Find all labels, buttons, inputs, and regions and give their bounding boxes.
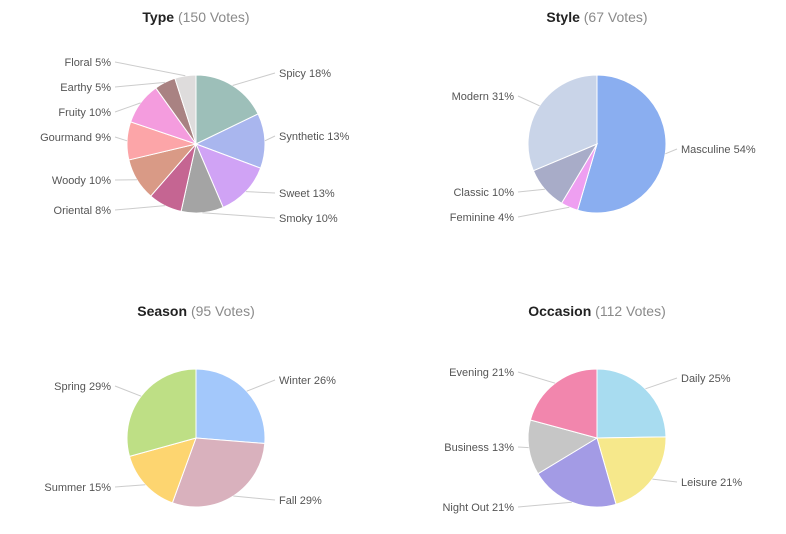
- slice-label-gourmand: Gourmand 9%: [40, 132, 111, 144]
- season-title: Season: [137, 303, 188, 319]
- season-votes: (95 Votes): [190, 303, 255, 319]
- leader-line-masculine: [665, 148, 678, 155]
- slice-label-modern: Modern 31%: [452, 91, 515, 103]
- slice-label-masculine: Masculine 54%: [681, 144, 756, 156]
- slice-label-business: Business 13%: [444, 442, 514, 454]
- leader-line-daily: [645, 377, 678, 390]
- leader-line-fruity: [114, 102, 141, 113]
- style-votes: (67 Votes): [583, 9, 648, 25]
- leader-line-floral: [114, 61, 186, 77]
- slice-label-leisure: Leisure 21%: [681, 477, 742, 489]
- leader-line-leisure: [652, 478, 678, 483]
- leader-line-earthy: [114, 81, 166, 88]
- pie-slice-fall[interactable]: [171, 437, 266, 508]
- slice-label-classic: Classic 10%: [453, 187, 514, 199]
- slice-label-oriental: Oriental 8%: [54, 205, 112, 217]
- slice-label-synthetic: Synthetic 13%: [279, 131, 350, 143]
- slice-label-summer: Summer 15%: [44, 482, 111, 494]
- leader-line-summer: [114, 484, 146, 488]
- slice-label-fall: Fall 29%: [279, 495, 322, 507]
- type-title: Type: [142, 9, 175, 25]
- slice-label-woody: Woody 10%: [52, 175, 111, 187]
- occasion-votes: (112 Votes): [595, 303, 666, 319]
- leader-line-gourmand: [114, 136, 128, 142]
- leader-line-winter: [246, 379, 276, 392]
- slice-label-winter: Winter 26%: [279, 375, 336, 387]
- slice-label-sweet: Sweet 13%: [279, 188, 335, 200]
- type-votes: (150 Votes): [177, 9, 250, 25]
- slice-label-feminine: Feminine 4%: [450, 212, 514, 224]
- slice-label-earthy: Earthy 5%: [60, 82, 111, 94]
- slice-label-daily: Daily 25%: [681, 373, 731, 385]
- slice-label-fruity: Fruity 10%: [58, 107, 111, 119]
- pie-slice-winter[interactable]: [195, 368, 266, 445]
- style-title: Style: [546, 9, 580, 25]
- leader-line-night-out: [517, 501, 572, 508]
- occasion-title: Occasion: [528, 303, 592, 319]
- slice-label-spring: Spring 29%: [54, 381, 111, 393]
- pie-slice-synthetic[interactable]: [194, 113, 266, 169]
- leader-line-feminine: [517, 206, 570, 218]
- style-chart-title: Style (67 Votes): [497, 9, 697, 25]
- leader-line-oriental: [114, 205, 166, 211]
- type-chart-title: Type (150 Votes): [96, 9, 296, 25]
- slice-label-evening: Evening 21%: [449, 367, 514, 379]
- leader-line-sweet: [245, 191, 276, 194]
- pie-slice-summer[interactable]: [128, 437, 197, 504]
- leader-line-spicy: [232, 72, 276, 86]
- slice-label-smoky: Smoky 10%: [279, 213, 338, 225]
- pie-slice-sweet[interactable]: [195, 143, 262, 209]
- leader-line-synthetic: [264, 135, 276, 142]
- leader-line-fall: [233, 495, 276, 501]
- leader-line-spring: [114, 385, 142, 397]
- slice-label-night-out: Night Out 21%: [442, 502, 514, 514]
- pie-slice-spring[interactable]: [126, 368, 197, 458]
- leader-line-evening: [517, 371, 556, 384]
- occasion-chart-title: Occasion (112 Votes): [497, 303, 697, 319]
- leader-line-business: [517, 446, 529, 449]
- pie-slice-daily[interactable]: [596, 368, 667, 439]
- leader-line-smoky: [202, 212, 276, 219]
- leader-line-classic: [517, 188, 545, 193]
- pie-slice-masculine[interactable]: [576, 74, 667, 214]
- pie-slice-night-out[interactable]: [537, 437, 617, 508]
- slice-label-spicy: Spicy 18%: [279, 68, 331, 80]
- leader-line-modern: [517, 95, 540, 107]
- slice-label-floral: Floral 5%: [65, 57, 112, 69]
- season-chart-title: Season (95 Votes): [96, 303, 296, 319]
- pie-slice-floral[interactable]: [174, 74, 197, 145]
